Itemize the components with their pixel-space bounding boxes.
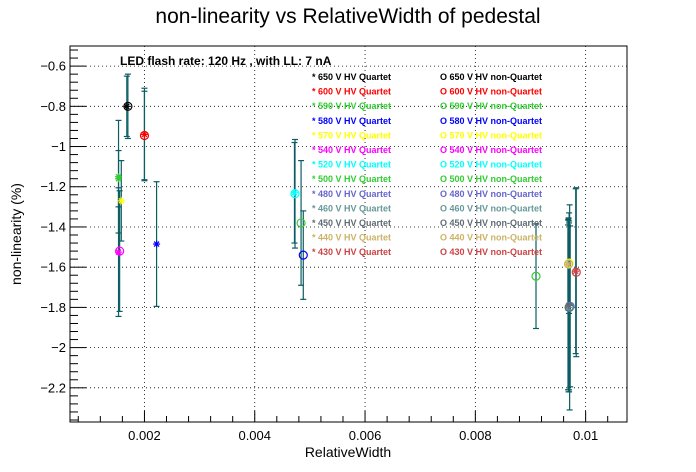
star-stroke [291, 189, 298, 196]
y-tick-label: −1.4 [40, 219, 66, 234]
legend-entry: O 480 V HV non-Quartet [440, 189, 542, 199]
star-stroke [123, 103, 130, 110]
data-point-circle [139, 130, 150, 141]
legend-entry: O 430 V HV non-Quartet [440, 247, 542, 257]
legend-entry: * 590 V HV Quartet [312, 101, 391, 111]
star-stroke [153, 241, 160, 247]
legend-entry: O 580 V HV non-Quartet [440, 116, 542, 126]
y-axis: −0.6 −0.8 −1 −1.2 −1.4 −1.6 −1.8 −2 −2.2 [40, 49, 86, 421]
legend-entry: O 650 V HV non-Quartet [440, 72, 542, 82]
data-point-circle [290, 189, 300, 199]
legend-entry: * 650 V HV Quartet [312, 72, 391, 82]
x-axis: 0.002 0.004 0.006 0.008 0.01 [77, 411, 609, 443]
legend-entry: O 570 V HV non-Quartet [440, 130, 542, 140]
y-tick-label: −2.2 [40, 380, 66, 395]
legend: * 650 V HV Quartet O 650 V HV non-Quartet… [312, 72, 542, 257]
data-point-star [115, 175, 123, 183]
plot-frame [69, 45, 628, 423]
legend-entry: O 450 V HV non-Quartet [440, 218, 542, 228]
star-stroke [141, 131, 148, 138]
x-tick-label: 0.004 [238, 428, 271, 443]
legend-entry: * 540 V HV Quartet [312, 145, 391, 155]
data-point-circle [531, 271, 541, 281]
legend-entry: O 600 V HV non-Quartet [440, 87, 542, 97]
x-axis-label: RelativeWidth [305, 444, 391, 460]
star-stroke [572, 268, 579, 275]
y-tick-label: −2 [51, 340, 66, 355]
legend-entry: O 520 V HV non-Quartet [440, 160, 542, 170]
data-point-star [117, 197, 125, 205]
legend-entry: O 500 V HV non-Quartet [440, 174, 542, 184]
legend-entry: * 430 V HV Quartet [312, 247, 391, 257]
data-point-circle [298, 250, 308, 260]
data-point-circle [563, 259, 574, 269]
legend-entry: * 450 V HV Quartet [312, 218, 391, 228]
legend-entry: * 570 V HV Quartet [312, 130, 391, 140]
legend-entry: O 460 V HV non-Quartet [440, 203, 542, 213]
legend-entry: O 590 V HV non-Quartet [440, 101, 542, 111]
data-markers [115, 101, 581, 312]
data-point-star [140, 130, 148, 138]
data-point-star [153, 240, 161, 248]
data-point-circle [115, 246, 125, 256]
y-tick-label: −1.8 [40, 300, 66, 315]
y-axis-label: non-linearity (%) [8, 183, 24, 285]
data-point-star [564, 260, 572, 268]
y-tick-label: −1 [51, 139, 66, 154]
legend-entry: * 460 V HV Quartet [312, 203, 391, 213]
legend-entry: * 520 V HV Quartet [312, 160, 391, 170]
y-tick-label: −0.8 [40, 99, 66, 114]
data-point-circle [564, 302, 574, 312]
data-point-star [572, 267, 580, 275]
x-tick-label: 0.01 [573, 428, 598, 443]
chart-title: non-linearity vs RelativeWidth of pedest… [155, 5, 540, 28]
y-tick-label: −1.6 [40, 260, 66, 275]
grid [70, 46, 627, 422]
x-tick-label: 0.006 [349, 428, 382, 443]
legend-entry: * 440 V HV Quartet [312, 233, 391, 243]
data-point-star [290, 189, 298, 197]
legend-entry: O 440 V HV non-Quartet [440, 233, 542, 243]
legend-entry: * 600 V HV Quartet [312, 87, 391, 97]
chart-annotation: LED flash rate: 120 Hz , with LL: 7 nA [120, 54, 332, 68]
data-point-circle [123, 101, 133, 111]
star-stroke [565, 261, 571, 268]
legend-entry: O 540 V HV non-Quartet [440, 145, 542, 155]
x-tick-label: 0.002 [128, 428, 161, 443]
y-tick-label: −0.6 [40, 59, 66, 74]
legend-entry: * 500 V HV Quartet [312, 174, 391, 184]
data-point-circle [296, 218, 306, 228]
y-tick-label: −1.2 [40, 179, 66, 194]
x-tick-label: 0.008 [459, 428, 492, 443]
data-point-circle [571, 267, 581, 277]
legend-entry: * 480 V HV Quartet [312, 189, 391, 199]
star-stroke [118, 197, 125, 204]
legend-entry: * 580 V HV Quartet [312, 116, 391, 126]
star-stroke [115, 175, 122, 182]
